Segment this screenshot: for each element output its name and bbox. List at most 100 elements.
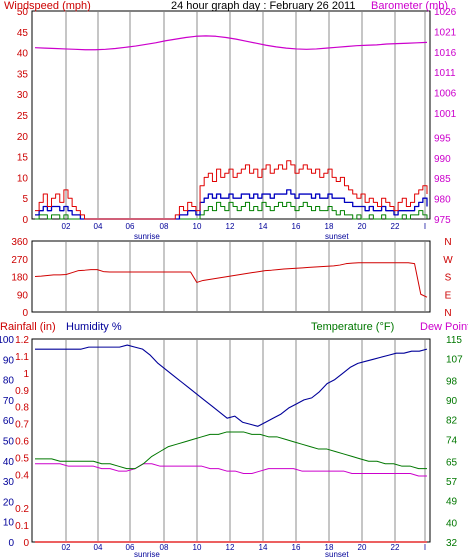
x-tick-label: 06 xyxy=(126,543,135,552)
baro-y-tick: 980 xyxy=(434,195,451,206)
rain-axis-title: Rainfall (in) xyxy=(0,321,56,333)
temp-humidity-plot-area xyxy=(31,338,431,543)
wind-y-tick: 15 xyxy=(17,153,29,164)
wind-axis-title: Windspeed (mph) xyxy=(4,0,91,12)
x-tick-label: 20 xyxy=(358,543,367,552)
direction-y-tick: 270 xyxy=(11,255,28,266)
rain-y-tick: 1.1 xyxy=(15,352,29,363)
x-tick-label: 02 xyxy=(62,222,71,231)
rain-y-tick: 1 xyxy=(23,369,29,380)
wind-y-tick: 40 xyxy=(17,49,29,60)
compass-label: N xyxy=(444,237,451,248)
x-tick-label: 04 xyxy=(94,543,103,552)
rain-y-tick: 0.7 xyxy=(15,420,29,431)
humidity-y-tick: 60 xyxy=(3,416,15,427)
baro-y-tick: 985 xyxy=(434,174,451,185)
temperature-y-tick: 65 xyxy=(446,457,458,468)
wind-y-tick: 35 xyxy=(17,69,29,80)
rain-y-tick: 0.8 xyxy=(15,403,29,414)
wind-gust-series xyxy=(35,160,428,220)
x-tick-label: 16 xyxy=(292,543,301,552)
x-tick-label: I xyxy=(424,543,426,552)
temperature-axis-title: Temperature (°F) xyxy=(311,321,394,333)
rain-y-tick: 0.5 xyxy=(15,453,29,464)
humidity-y-tick: 50 xyxy=(3,437,15,448)
dew-point-axis-title: Dew Point xyxy=(420,321,468,333)
baro-y-tick: 1026 xyxy=(434,7,457,18)
humidity-y-tick: 30 xyxy=(3,477,15,488)
x-tick-label: 10 xyxy=(193,543,202,552)
compass-label: E xyxy=(445,290,452,301)
humidity-y-tick: 10 xyxy=(3,518,15,529)
rain-y-tick: 0.6 xyxy=(15,437,29,448)
compass-label: S xyxy=(445,273,452,284)
wind-y-tick: 50 xyxy=(17,7,29,18)
temperature-y-tick: 90 xyxy=(446,396,458,407)
compass-label: N xyxy=(444,308,451,319)
sunrise-label-bottom: sunrise xyxy=(134,550,160,559)
baro-y-tick: 1011 xyxy=(434,68,456,79)
x-tick-label: 16 xyxy=(292,222,301,231)
humidity-series xyxy=(35,344,428,427)
direction-y-tick: 180 xyxy=(11,273,28,284)
baro-y-tick: 995 xyxy=(434,133,451,144)
x-tick-label: 20 xyxy=(358,222,367,231)
x-tick-label: 04 xyxy=(94,222,103,231)
baro-y-tick: 1006 xyxy=(434,89,457,100)
x-tick-label: 12 xyxy=(226,222,235,231)
page-title: 24 hour graph day : February 26 2011 xyxy=(171,0,355,12)
x-tick-label: 02 xyxy=(62,543,71,552)
x-tick-label: 18 xyxy=(325,222,334,231)
x-tick-label: 12 xyxy=(226,543,235,552)
x-tick-label: 22 xyxy=(391,222,400,231)
baro-y-tick: 990 xyxy=(434,154,451,165)
baro-y-tick: 975 xyxy=(434,215,451,226)
temperature-y-tick: 57 xyxy=(446,477,458,488)
direction-y-tick: 90 xyxy=(17,290,29,301)
temperature-y-tick: 98 xyxy=(446,377,458,388)
x-tick-label: 22 xyxy=(391,543,400,552)
temperature-y-tick: 40 xyxy=(446,518,458,529)
x-tick-label: I xyxy=(424,222,426,231)
rain-y-tick: 1.2 xyxy=(15,335,29,346)
sunset-label-bottom: sunset xyxy=(325,550,349,559)
humidity-y-tick: 40 xyxy=(3,457,15,468)
compass-label: W xyxy=(443,255,453,266)
wind-y-tick: 10 xyxy=(17,173,29,184)
temperature-y-tick: 32 xyxy=(446,538,458,549)
wind-baro-plot-area xyxy=(31,10,431,220)
rain-y-tick: 0.2 xyxy=(15,504,29,515)
wind-y-tick: 20 xyxy=(17,132,29,143)
x-tick-label: 08 xyxy=(160,222,169,231)
wind-y-tick: 25 xyxy=(17,111,29,122)
humidity-y-tick: 0 xyxy=(8,538,14,549)
temperature-series xyxy=(35,431,427,470)
x-tick-label: 06 xyxy=(126,222,135,231)
grid-layer xyxy=(65,12,426,541)
humidity-y-tick: 70 xyxy=(3,396,15,407)
temperature-y-tick: 107 xyxy=(446,355,463,366)
rain-y-tick: 0 xyxy=(23,538,29,549)
humidity-y-tick: 80 xyxy=(3,376,15,387)
wind-y-tick: 45 xyxy=(17,28,29,39)
humidity-y-tick: 100 xyxy=(0,335,14,346)
sunrise-label-top: sunrise xyxy=(134,232,160,241)
wind-y-tick: 5 xyxy=(22,194,28,205)
direction-y-tick: 360 xyxy=(11,237,28,248)
temperature-y-tick: 74 xyxy=(446,435,458,446)
humidity-y-tick: 90 xyxy=(3,355,15,366)
baro-y-tick: 1001 xyxy=(434,109,457,120)
rain-y-tick: 0.4 xyxy=(15,470,29,481)
x-tick-label: 14 xyxy=(259,543,268,552)
humidity-y-tick: 20 xyxy=(3,497,15,508)
dew-point-series xyxy=(35,463,427,477)
sunset-label-top: sunset xyxy=(325,232,349,241)
wind-y-tick: 30 xyxy=(17,90,29,101)
x-tick-label: 18 xyxy=(325,543,334,552)
temperature-y-tick: 49 xyxy=(446,496,458,507)
x-tick-label: 08 xyxy=(160,543,169,552)
rain-y-tick: 0.9 xyxy=(15,386,29,397)
baro-y-tick: 1016 xyxy=(434,48,457,59)
tick-label-layer: 02 04 06 08 10 12 14 16 18 20 22 I02 04 06 08 10 12 14 16 1… xyxy=(0,7,463,552)
wind-y-tick: 0 xyxy=(22,215,28,226)
